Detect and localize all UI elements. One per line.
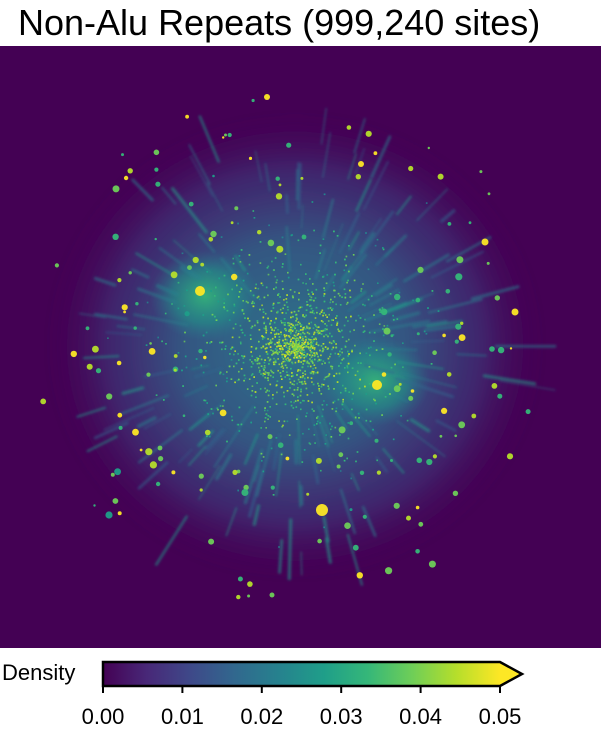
colorbar-tick-label: 0.03 [320, 704, 363, 729]
density-specks [107, 193, 440, 548]
colorbar-body [101, 660, 525, 688]
colorbar-tick-label: 0.02 [240, 704, 283, 729]
colorbar-outline [101, 660, 525, 688]
density-hotspots [40, 94, 531, 600]
colorbar-label: Density [2, 660, 76, 685]
colorbar-gradient [103, 662, 500, 686]
density-plot [0, 46, 601, 648]
colorbar-extend-arrow [500, 662, 522, 686]
colorbar: 0.00 0.01 0.02 0.03 0.04 0.05 [82, 660, 525, 729]
colorbar-tick-label: 0.04 [399, 704, 442, 729]
colorbar-ticks: 0.00 0.01 0.02 0.03 0.04 0.05 [82, 686, 522, 729]
colorbar-tick-label: 0.01 [161, 704, 204, 729]
density-streaks [76, 107, 557, 586]
colorbar-tick-label: 0.05 [479, 704, 522, 729]
colorbar-tick-label: 0.00 [82, 704, 125, 729]
chart-title: Non-Alu Repeats (999,240 sites) [18, 2, 541, 43]
